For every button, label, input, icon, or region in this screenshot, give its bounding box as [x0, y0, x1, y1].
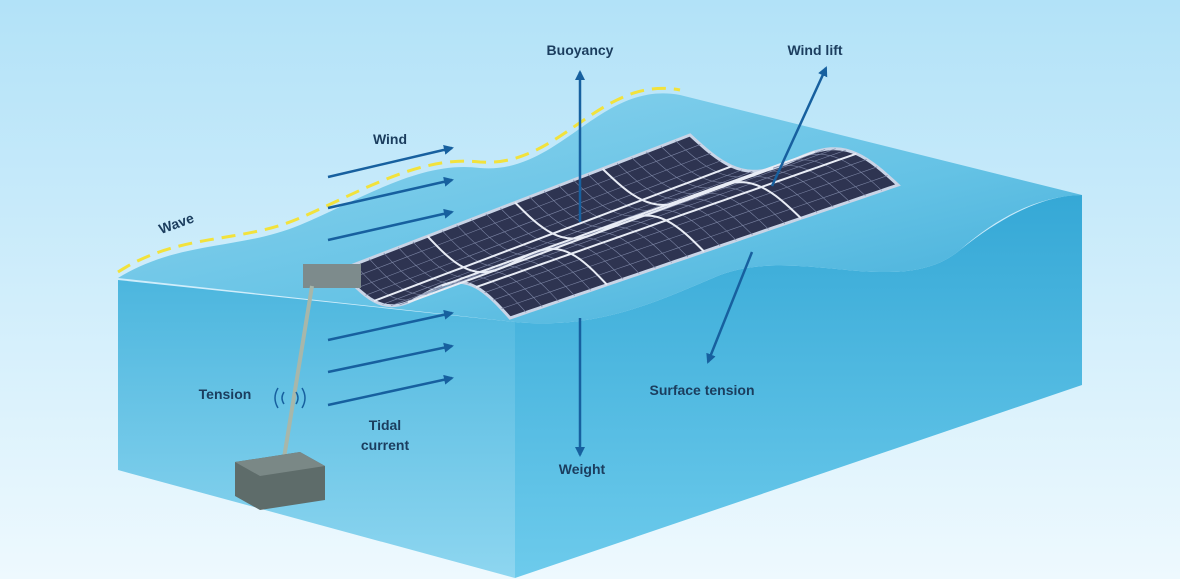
water-right-face [515, 195, 1082, 578]
wind-arrow [327, 144, 454, 179]
label: Wind [373, 131, 407, 147]
panel-part [407, 167, 774, 304]
anchor-top [235, 452, 325, 476]
vibration-icon [274, 387, 306, 409]
solar-panel [337, 133, 901, 320]
surface-tension-arrow [706, 251, 754, 364]
panel-part [426, 235, 608, 286]
float-block [303, 264, 361, 288]
wind-arrow [327, 208, 454, 242]
label: current [361, 437, 410, 453]
panel-part [441, 150, 816, 287]
label: Weight [559, 461, 606, 477]
current-arrow [327, 342, 454, 374]
label: Wind lift [787, 42, 842, 58]
current-arrow [327, 374, 454, 407]
wind-lift-arrow [770, 66, 828, 187]
panel-part [514, 201, 705, 253]
label: Tidal [369, 417, 401, 433]
mooring-line [282, 285, 314, 459]
panel-part [373, 165, 732, 302]
label: Tension [199, 386, 252, 402]
label: Buoyancy [547, 42, 614, 58]
label: Surface tension [649, 382, 754, 398]
panel-part [475, 152, 857, 289]
wind-arrow [327, 176, 454, 210]
current-arrow [327, 309, 454, 342]
